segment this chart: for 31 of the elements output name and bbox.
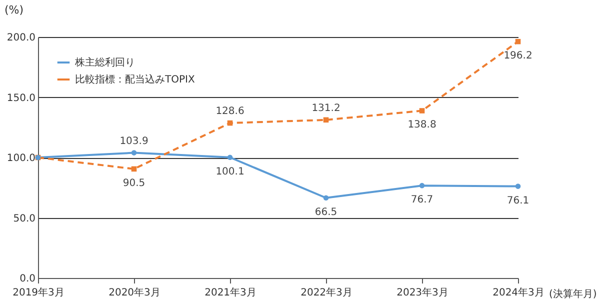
data-label: 103.9 xyxy=(120,136,148,147)
point xyxy=(419,182,425,188)
y-tick-label: 50.0 xyxy=(13,213,36,224)
point xyxy=(227,154,233,160)
x-tick-label: 2019年3月 xyxy=(12,286,64,298)
data-label: 66.5 xyxy=(314,206,338,218)
data-label: 100.1 xyxy=(216,166,244,178)
x-tick-label: 2021年3月 xyxy=(204,286,256,298)
data-label: 76.7 xyxy=(410,194,434,206)
data-label: 76.1 xyxy=(506,195,530,206)
data-label: 128.6 xyxy=(216,106,244,118)
point xyxy=(323,195,329,201)
y-tick-label: 150.0 xyxy=(6,92,36,104)
y-tick-label: 0.0 xyxy=(20,274,36,284)
point xyxy=(131,150,137,156)
data-label: 90.5 xyxy=(122,178,146,189)
y-tick-label: 100.0 xyxy=(6,153,36,164)
y-axis-title: (%) xyxy=(4,4,24,16)
x-tick-label: 2020年3月 xyxy=(108,286,160,298)
data-label: 131.2 xyxy=(312,102,340,114)
point xyxy=(419,108,425,114)
point xyxy=(515,184,521,189)
x-tick-label: 2023年3月 xyxy=(396,286,448,298)
data-label: 196.2 xyxy=(504,50,532,62)
legend-label: 株主総利回り xyxy=(74,56,135,68)
x-tick-label: 2022年3月 xyxy=(300,286,352,298)
x-axis-title: (決算年月) xyxy=(549,288,597,300)
y-tick-label: 200.0 xyxy=(6,32,36,44)
x-tick-label: 2024年3月 xyxy=(492,286,544,298)
legend-label: 比較指標：配当込みTOPIX xyxy=(75,74,195,86)
data-label: 138.8 xyxy=(408,120,436,131)
